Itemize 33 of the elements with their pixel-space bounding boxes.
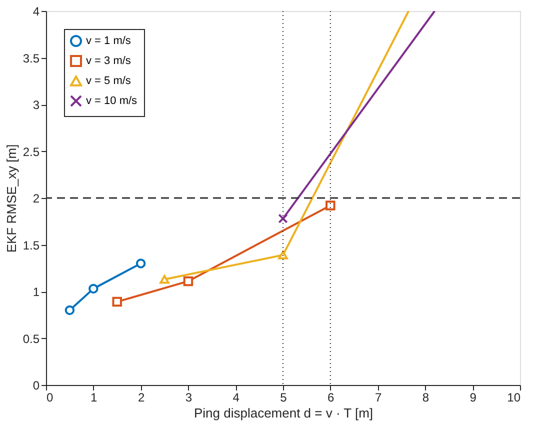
point — [64, 305, 75, 316]
x-tick-label: 5 — [280, 390, 288, 404]
x-tick-label: 10 — [507, 390, 521, 404]
x-tick-label: 8 — [422, 390, 430, 404]
point — [183, 276, 194, 286]
point — [88, 284, 98, 294]
x-tick-label: 0 — [46, 390, 54, 404]
y-tick-label: 4 — [32, 4, 40, 18]
legend-label: v = 3 m/s — [86, 55, 132, 67]
point — [112, 296, 122, 307]
legend-label: v = 5 m/s — [86, 75, 132, 87]
y-tick-label: 2 — [32, 192, 40, 206]
x-tick-label: 9 — [470, 390, 477, 404]
x-tick-label: 7 — [374, 390, 382, 404]
point — [136, 258, 146, 268]
x-tick-label: 4 — [232, 390, 240, 404]
y-tick-label: 2.5 — [22, 144, 40, 159]
point — [326, 200, 336, 210]
y-tick-label: 3.5 — [22, 51, 40, 66]
point — [278, 214, 288, 224]
y-axis-title: EKF RMSE_xy [m] — [4, 144, 19, 253]
x-tick-label: 6 — [328, 390, 335, 404]
legend-label: v = 10 m/s — [86, 95, 138, 107]
y-tick-label: 1 — [32, 285, 40, 299]
x-tick-label: 2 — [138, 390, 145, 404]
y-tick-label: 0 — [32, 378, 40, 392]
x-tick-label: 3 — [185, 390, 192, 404]
legend-label: v = 1 m/s — [86, 35, 132, 47]
y-tick-label: 0.5 — [22, 332, 40, 346]
y-tick-label: 3 — [32, 98, 40, 112]
x-tick-label: 1 — [90, 390, 98, 404]
y-tick-label: 1.5 — [22, 238, 40, 252]
x-axis-title: Ping displacement d = v · T [m] — [194, 406, 374, 420]
